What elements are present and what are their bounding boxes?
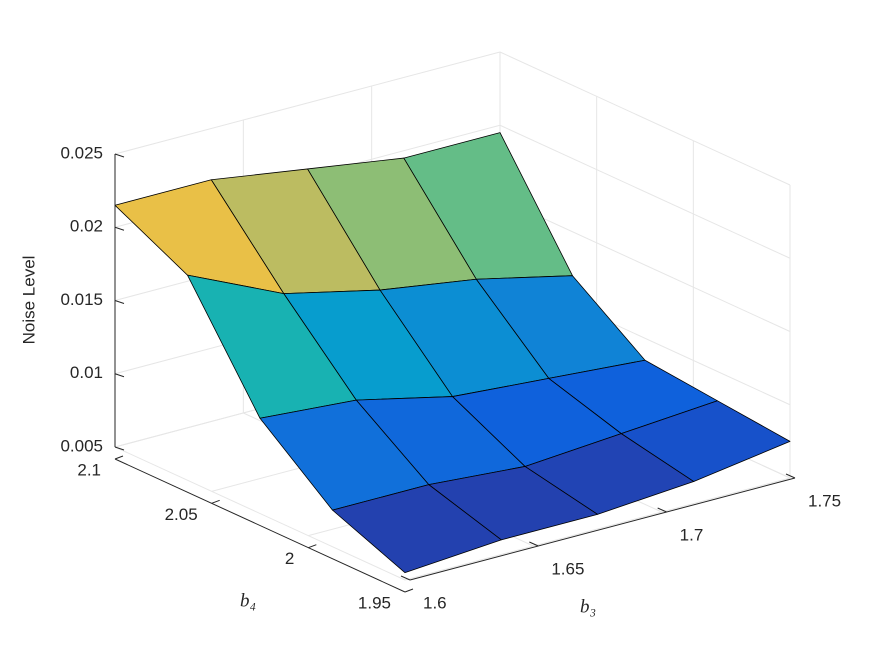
y-tick bbox=[211, 499, 220, 504]
z-tick bbox=[114, 446, 125, 451]
surface-patch bbox=[332, 484, 502, 574]
x-tick bbox=[657, 507, 667, 513]
y-tick bbox=[308, 544, 317, 549]
x-tick bbox=[529, 541, 539, 547]
y-axis-label: b₄ bbox=[240, 590, 256, 611]
x-tick-label: 1.6 bbox=[423, 593, 447, 612]
z-tick bbox=[114, 300, 125, 304]
x-tick-label: 1.7 bbox=[680, 525, 704, 544]
grid-line bbox=[114, 446, 406, 581]
x-axis-label: b₃ bbox=[580, 596, 596, 617]
x-axis-line bbox=[409, 477, 796, 581]
z-tick bbox=[114, 226, 125, 231]
y-tick bbox=[404, 588, 414, 593]
x-tick-label: 1.65 bbox=[551, 559, 584, 578]
z-tick-label: 0.02 bbox=[70, 217, 103, 236]
z-tick-label: 0.01 bbox=[70, 363, 103, 382]
x-tick bbox=[785, 473, 796, 479]
y-tick-label: 2 bbox=[285, 549, 294, 568]
x-tick bbox=[400, 575, 411, 581]
grid-line bbox=[499, 198, 791, 332]
z-tick-label: 0.005 bbox=[60, 436, 103, 455]
grid-line bbox=[499, 51, 791, 186]
z-tick bbox=[114, 153, 125, 158]
y-tick bbox=[114, 455, 124, 460]
y-tick-label: 2.1 bbox=[77, 460, 101, 479]
z-tick bbox=[114, 373, 125, 378]
z-axis-label: Noise Level bbox=[19, 256, 38, 345]
x-tick-label: 1.75 bbox=[808, 491, 841, 510]
axes: 0.005 0.01 0.015 0.02 0.025 1.95 2 2.05 2.1 1.6 1.… bbox=[60, 143, 841, 612]
z-tick-label: 0.015 bbox=[60, 290, 103, 309]
y-tick-label: 1.95 bbox=[358, 593, 391, 612]
y-tick-label: 2.05 bbox=[165, 505, 198, 524]
grid-line bbox=[114, 51, 501, 155]
surface bbox=[114, 132, 791, 574]
y-axis-line bbox=[114, 458, 406, 593]
grid-line bbox=[499, 124, 791, 259]
z-tick-label: 0.025 bbox=[60, 143, 103, 162]
grid-line bbox=[404, 477, 791, 581]
